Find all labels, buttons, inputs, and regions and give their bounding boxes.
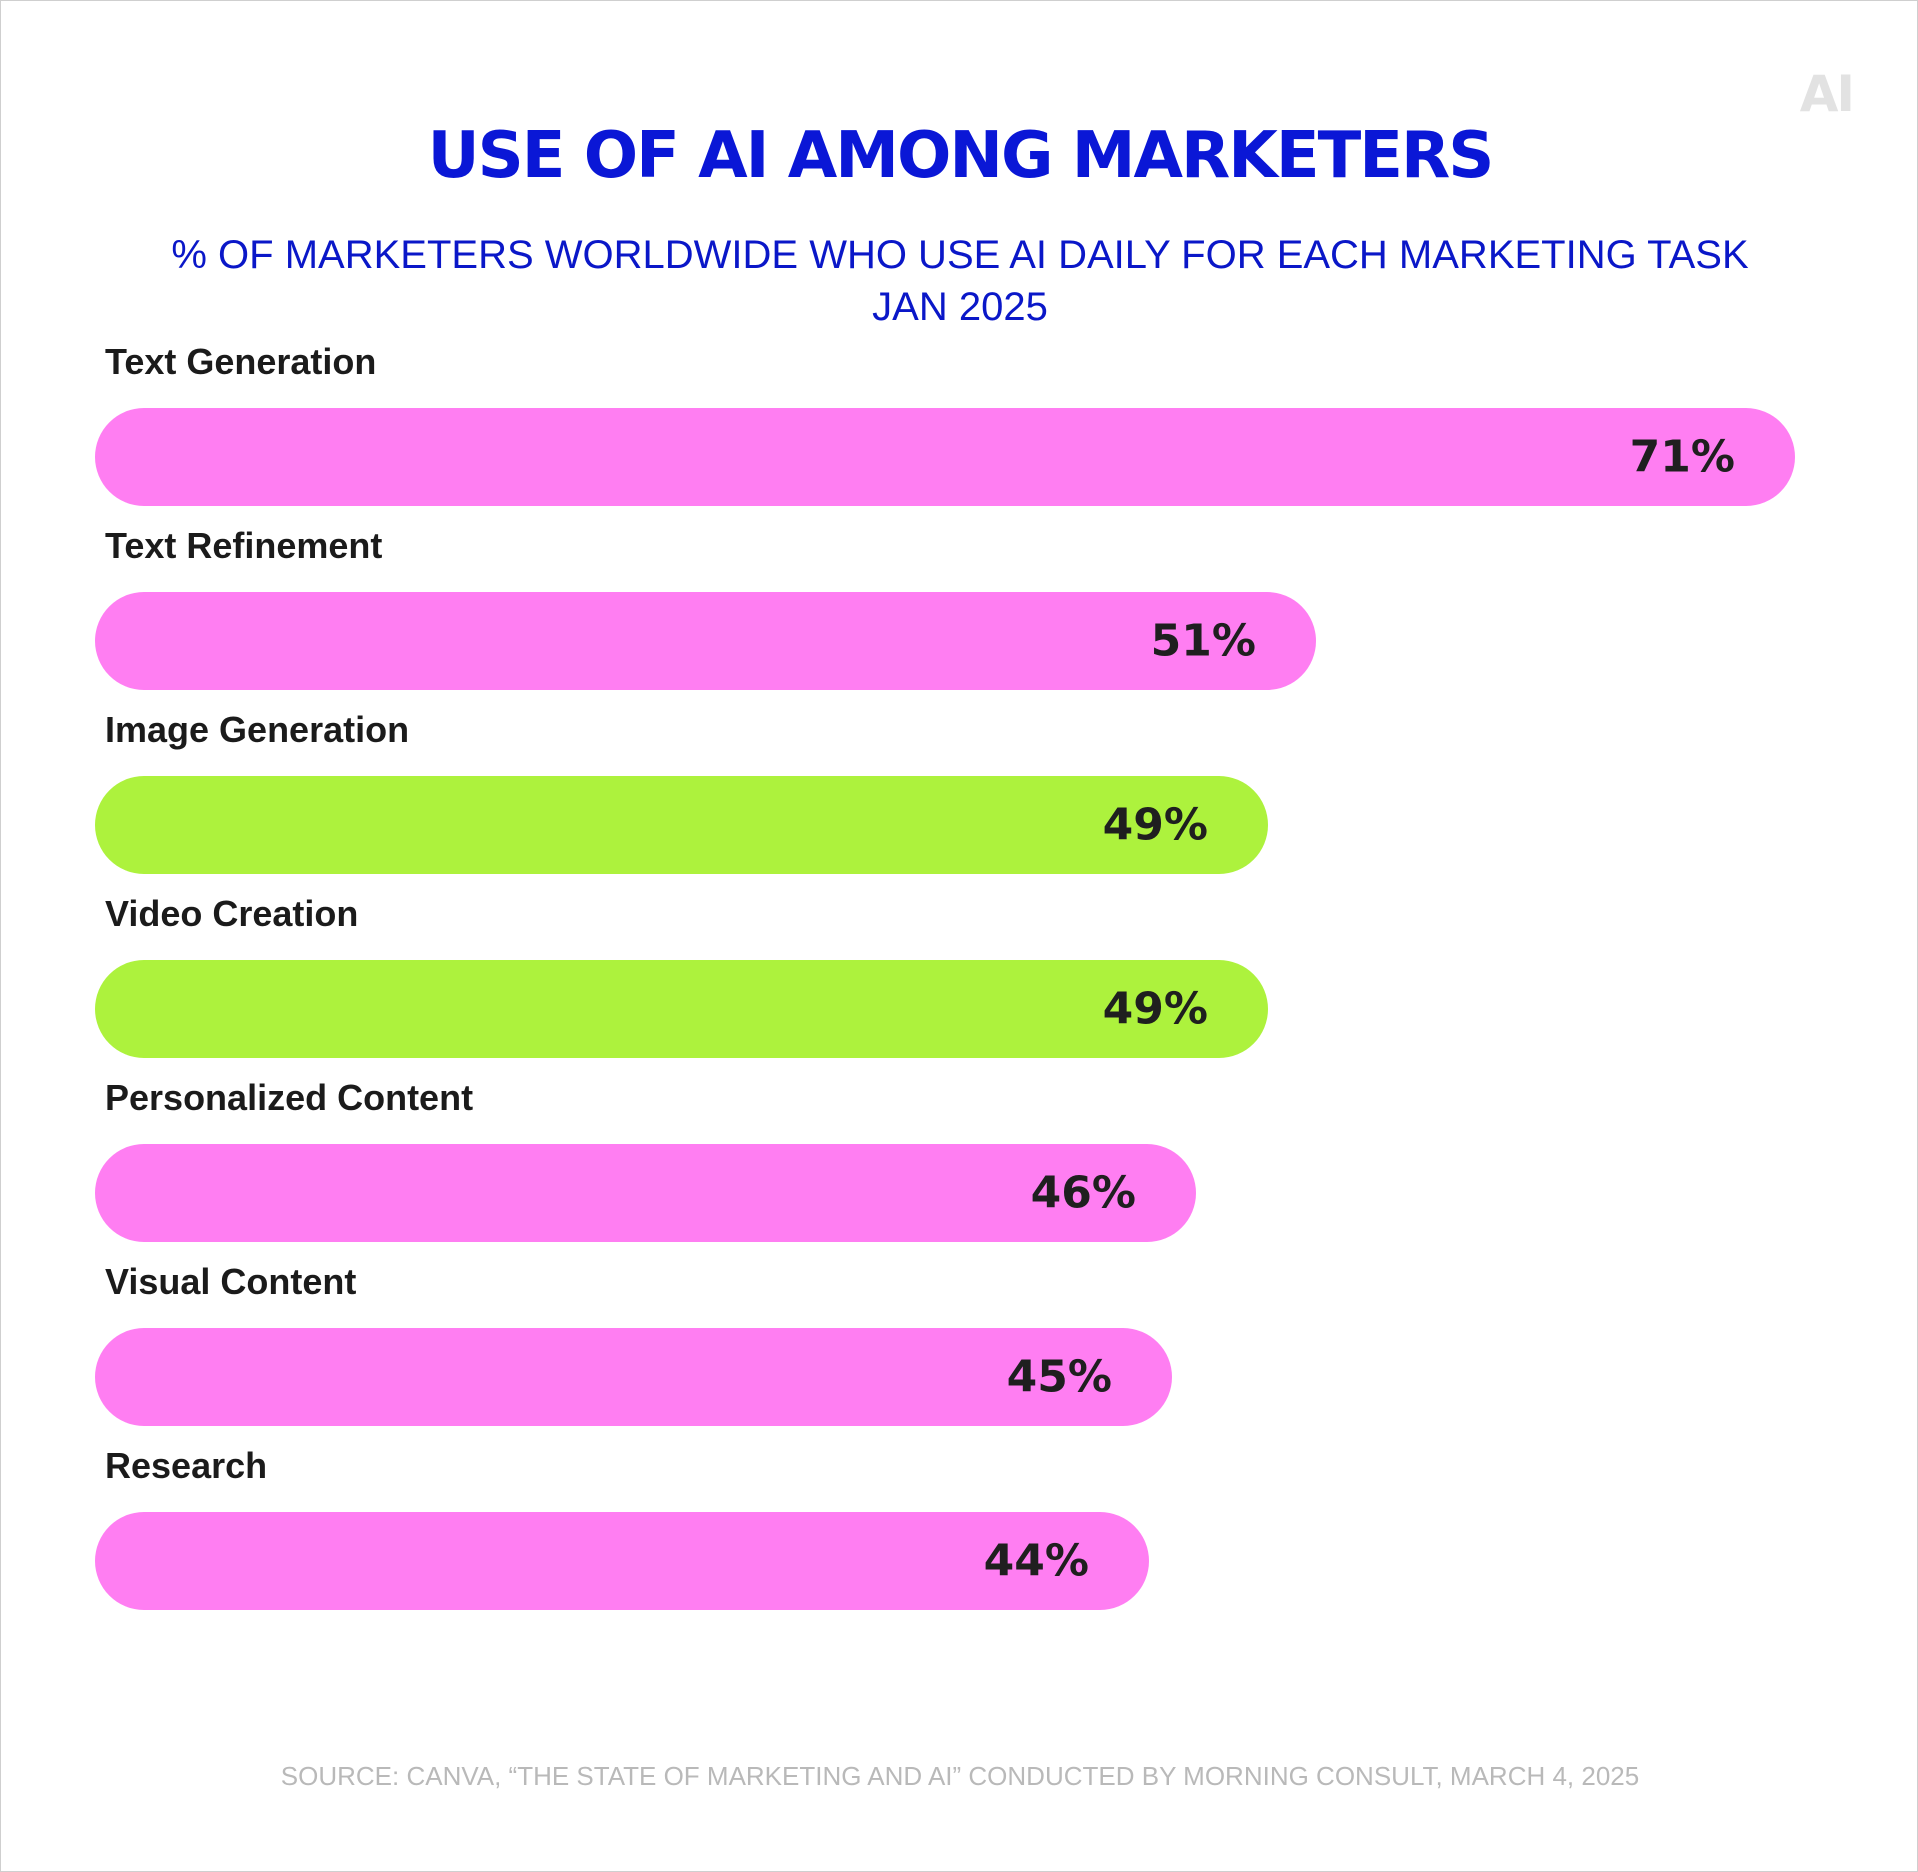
bar-value-label: 49% [1102, 983, 1208, 1035]
bar-value-label: 44% [983, 1535, 1089, 1587]
bar-value-label: 49% [1102, 799, 1208, 851]
bar: 49% [95, 960, 1268, 1058]
bar: 46% [95, 1144, 1196, 1242]
subtitle-line-1: % OF MARKETERS WORLDWIDE WHO USE AI DAIL… [171, 233, 1749, 277]
bar: 44% [95, 1512, 1149, 1610]
bar-value-label: 45% [1006, 1351, 1112, 1403]
bar-value-label: 46% [1030, 1167, 1136, 1219]
bar: 71% [95, 408, 1795, 506]
chart-title: USE OF AI AMONG MARKETERS [427, 119, 1495, 193]
bar: 51% [95, 592, 1316, 690]
subtitle-line-2: JAN 2025 [872, 285, 1048, 329]
source-note: SOURCE: CANVA, “THE STATE OF MARKETING A… [280, 1761, 1640, 1791]
bar-label: Text Generation [105, 341, 377, 382]
bar-label: Personalized Content [105, 1077, 474, 1118]
ai-logo: AI [1799, 65, 1855, 123]
bar: 45% [95, 1328, 1172, 1426]
bar-label: Research [105, 1445, 268, 1486]
bar-label: Video Creation [105, 893, 359, 934]
bar-label: Image Generation [105, 709, 410, 750]
bar-value-label: 71% [1629, 431, 1735, 483]
bar-label: Text Refinement [105, 525, 383, 566]
bar-value-label: 51% [1150, 615, 1256, 667]
bar-label: Visual Content [105, 1261, 357, 1302]
bar: 49% [95, 776, 1268, 874]
chart-subtitle: % OF MARKETERS WORLDWIDE WHO USE AI DAIL… [1, 229, 1918, 333]
